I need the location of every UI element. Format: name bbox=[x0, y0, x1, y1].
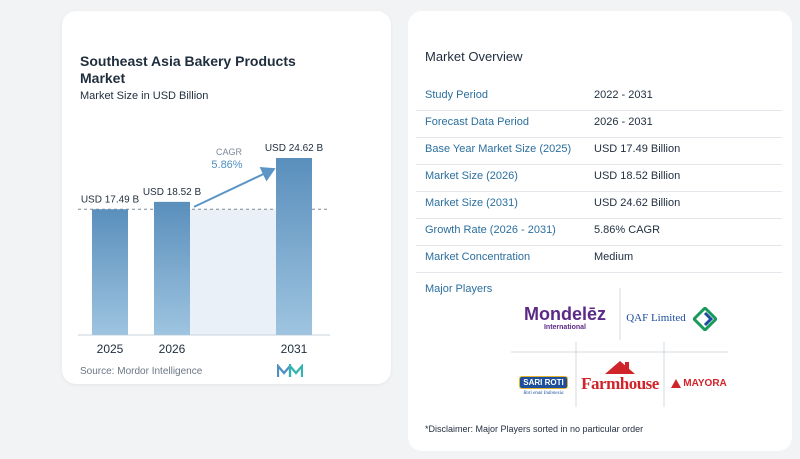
bar-2031 bbox=[276, 158, 312, 335]
tick-label-2025: 2025 bbox=[97, 342, 124, 356]
row-label: Forecast Data Period bbox=[425, 116, 529, 128]
bar-2026 bbox=[154, 201, 190, 335]
overview-row-size-2026: Market Size (2026) USD 18.52 Billion bbox=[416, 165, 782, 192]
row-label: Base Year Market Size (2025) bbox=[425, 143, 572, 155]
bar-2025 bbox=[92, 209, 128, 335]
cagr-value: 5.86% bbox=[211, 159, 242, 171]
forecast-band bbox=[190, 209, 276, 335]
row-value: 2022 - 2031 bbox=[594, 89, 653, 101]
overview-row-size-2031: Market Size (2031) USD 24.62 Billion bbox=[416, 192, 782, 219]
overview-title: Market Overview bbox=[425, 49, 523, 64]
data-label-2031: USD 24.62 B bbox=[265, 143, 324, 154]
market-overview-panel bbox=[408, 11, 792, 451]
row-label: Market Concentration bbox=[425, 251, 531, 263]
row-label: Market Size (2031) bbox=[425, 197, 518, 209]
qaf-logo: QAF Limited bbox=[625, 308, 687, 328]
tick-label-2026: 2026 bbox=[159, 342, 186, 356]
mayora-logo: MAYORA bbox=[668, 374, 730, 392]
row-value: USD 18.52 Billion bbox=[594, 170, 681, 182]
overview-row-concentration: Market Concentration Medium bbox=[416, 246, 782, 273]
chart-title: Southeast Asia Bakery Products Market bbox=[80, 53, 296, 86]
mondelez-logo-sub: International bbox=[543, 324, 586, 331]
row-value: Medium bbox=[594, 251, 634, 263]
row-label: Growth Rate (2026 - 2031) bbox=[425, 224, 556, 236]
qaf-emblem-icon bbox=[692, 306, 718, 332]
overview-row-forecast-period: Forecast Data Period 2026 - 2031 bbox=[416, 111, 782, 138]
tick-label-2031: 2031 bbox=[281, 342, 308, 356]
mayora-logo-text: MAYORA bbox=[683, 377, 727, 389]
sari-roti-logo-text: SARI ROTI bbox=[519, 376, 568, 389]
cagr-label: CAGR bbox=[216, 147, 243, 157]
bar-chart: USD 17.49 B 2025 USD 18.52 B 2026 USD 24.62 … bbox=[78, 143, 330, 356]
qaf-logo-text: QAF Limited bbox=[626, 312, 686, 324]
major-players-title: Major Players bbox=[425, 283, 493, 295]
row-value: 2026 - 2031 bbox=[594, 116, 653, 128]
source-note: Source: Mordor Intelligence bbox=[80, 366, 203, 377]
row-value: 5.86% CAGR bbox=[594, 224, 661, 236]
cagr-arrow bbox=[193, 167, 276, 208]
sari-roti-logo: SARI ROTI Roti enak Indonesia bbox=[515, 371, 572, 401]
sari-roti-tagline: Roti enak Indonesia bbox=[523, 391, 564, 396]
mondelez-logo-text: Mondelēz bbox=[523, 304, 606, 324]
mordor-logo-icon bbox=[276, 363, 304, 383]
row-value: USD 24.62 Billion bbox=[594, 197, 681, 209]
farmhouse-roof-icon bbox=[605, 361, 635, 374]
overview-row-growth-rate: Growth Rate (2026 - 2031) 5.86% CAGR bbox=[416, 219, 782, 246]
row-value: USD 17.49 Billion bbox=[594, 143, 681, 155]
mondelez-logo: Mondelēz International bbox=[514, 300, 616, 336]
mayora-emblem-icon bbox=[671, 378, 682, 388]
disclaimer-note: *Disclaimer: Major Players sorted in no … bbox=[425, 424, 644, 434]
farmhouse-logo: Farmhouse bbox=[580, 350, 660, 402]
chart-subtitle: Market Size in USD Billion bbox=[80, 90, 209, 102]
row-label: Study Period bbox=[425, 89, 488, 101]
row-label: Market Size (2026) bbox=[425, 170, 518, 182]
data-label-2025: USD 17.49 B bbox=[81, 194, 140, 205]
overview-row-study-period: Study Period 2022 - 2031 bbox=[416, 84, 782, 111]
farmhouse-logo-text: Farmhouse bbox=[581, 374, 659, 393]
data-label-2026: USD 18.52 B bbox=[143, 187, 202, 198]
overview-row-base-year: Base Year Market Size (2025) USD 17.49 B… bbox=[416, 138, 782, 165]
